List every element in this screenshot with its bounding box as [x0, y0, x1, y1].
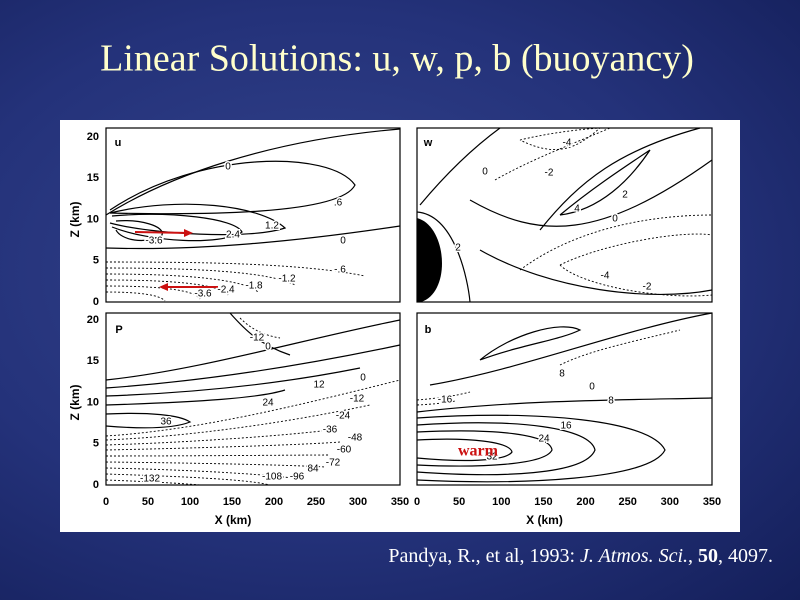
- x-tick-label: 0: [414, 496, 420, 508]
- b-contours: [416, 312, 713, 483]
- x-tick-label: 0: [103, 496, 109, 508]
- contour-label: 0: [265, 342, 271, 353]
- contour-label: 12: [313, 380, 325, 391]
- y-tick-label: 5: [93, 255, 99, 267]
- x-tick-label: 250: [307, 496, 325, 508]
- contour-label: 8: [608, 396, 614, 407]
- y-axis-label: Z (km): [68, 384, 82, 420]
- contour-label: -1.8: [245, 281, 263, 292]
- x-tick-label: 200: [265, 496, 283, 508]
- x-tick-label: 300: [349, 496, 367, 508]
- x-tick-label: 300: [661, 496, 679, 508]
- contour-label: 24: [262, 398, 274, 409]
- contour-label: 0: [482, 167, 488, 178]
- citation-page: , 4097.: [718, 545, 773, 567]
- contour-label: -4: [563, 138, 572, 149]
- x-axis-label: X (km): [526, 513, 563, 527]
- contour-label: 36: [160, 417, 172, 428]
- annotation: warm: [458, 443, 499, 460]
- contour-label: 2: [622, 190, 628, 201]
- panel-label: b: [425, 324, 432, 336]
- contour-label: -12: [250, 333, 265, 344]
- contour-label: 0: [340, 236, 346, 247]
- contour-label: -2: [643, 282, 652, 293]
- contour-label: -12: [350, 394, 365, 405]
- y-tick-label: 5: [93, 438, 99, 450]
- contour-label: -96: [290, 472, 305, 483]
- u-contours: [105, 128, 401, 302]
- y-tick-label: 10: [87, 213, 99, 225]
- citation-authors: Pandya, R., et al, 1993:: [388, 545, 580, 567]
- citation-sep: ,: [688, 545, 698, 567]
- x-tick-label: 100: [181, 496, 199, 508]
- contour-label: -3.6: [194, 289, 212, 300]
- contour-label: -.6: [334, 265, 346, 276]
- x-tick-label: 100: [492, 496, 510, 508]
- contour-label: 16: [560, 421, 572, 432]
- contour-label: 8: [559, 369, 565, 380]
- x-tick-label: 250: [619, 496, 637, 508]
- citation: Pandya, R., et al, 1993: J. Atmos. Sci.,…: [388, 545, 773, 567]
- contour-label: 4: [574, 204, 580, 215]
- contour-label: .6: [334, 198, 343, 209]
- contour-label: 0: [589, 382, 595, 393]
- y-axis-label: Z (km): [68, 201, 82, 237]
- y-tick-label: 15: [87, 355, 99, 367]
- panel-label: w: [423, 137, 433, 149]
- contour-label: -1.2: [278, 274, 296, 285]
- contour-label: 2: [455, 243, 461, 254]
- panel-label: P: [115, 324, 122, 336]
- y-tick-label: 0: [93, 296, 99, 308]
- y-tick-label: 10: [87, 396, 99, 408]
- y-tick-label: 0: [93, 479, 99, 491]
- contour-label: 84: [307, 464, 319, 475]
- y-tick-label: 15: [87, 172, 99, 184]
- x-tick-label: 50: [142, 496, 154, 508]
- x-axis-label: X (km): [215, 513, 252, 527]
- w-contours: [416, 127, 713, 303]
- contour-label: 0: [612, 214, 618, 225]
- contour-label: -4: [601, 271, 610, 282]
- contour-label: -60: [337, 445, 352, 456]
- x-tick-label: 350: [703, 496, 721, 508]
- x-tick-label: 350: [391, 496, 409, 508]
- panel-label: u: [115, 137, 122, 149]
- x-tick-label: 150: [534, 496, 552, 508]
- contour-label: 32: [486, 452, 498, 463]
- citation-volume: 50: [698, 545, 718, 567]
- x-tick-label: 200: [576, 496, 594, 508]
- contour-label: 0: [225, 162, 231, 173]
- contour-label: -24: [336, 411, 351, 422]
- contour-label: 24: [538, 434, 550, 445]
- contour-label: -16: [438, 395, 453, 406]
- contour-label: -3.6: [145, 236, 163, 247]
- contour-label: -36: [323, 425, 338, 436]
- p-contours: [105, 312, 401, 486]
- contour-label: -2: [545, 168, 554, 179]
- x-tick-label: 50: [453, 496, 465, 508]
- citation-journal: J. Atmos. Sci.: [580, 545, 688, 567]
- contour-label: -132: [140, 474, 160, 485]
- contour-label: -108: [262, 472, 282, 483]
- y-tick-label: 20: [87, 131, 99, 143]
- contour-label: 2.4: [226, 230, 240, 241]
- y-tick-label: 20: [87, 314, 99, 326]
- x-tick-label: 150: [223, 496, 241, 508]
- contour-label: -48: [348, 433, 363, 444]
- slide-title: Linear Solutions: u, w, p, b (buoyancy): [100, 38, 694, 80]
- contour-label: 1.2: [265, 221, 279, 232]
- contour-label: 0: [360, 373, 366, 384]
- contour-label: -72: [326, 458, 341, 469]
- contour-label: -2.4: [217, 285, 235, 296]
